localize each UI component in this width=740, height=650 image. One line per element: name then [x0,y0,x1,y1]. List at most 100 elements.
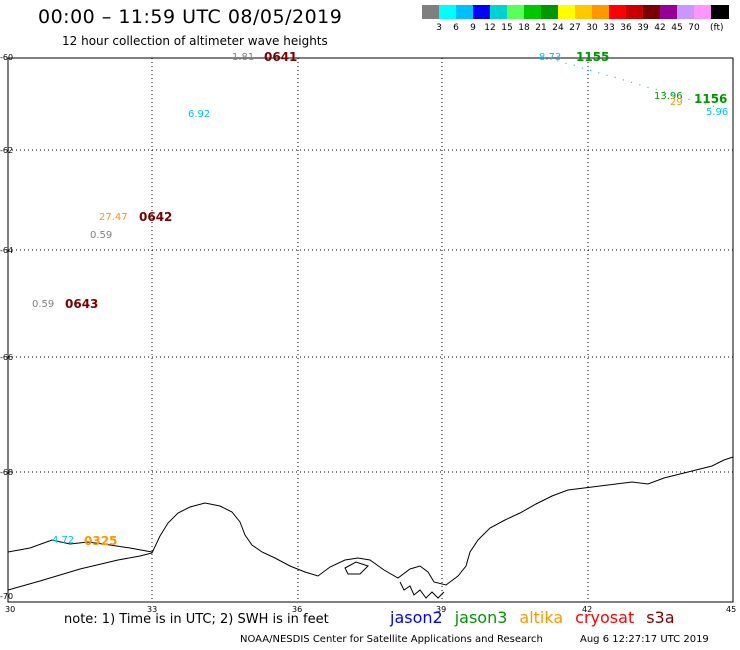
satellite-legend-entry: altika [519,608,564,627]
wave-height-label: 29 [670,97,683,108]
track-point: · [696,97,699,108]
track-time-label: 0642 [139,210,173,224]
track-point: · [663,88,666,99]
track-point: · [573,61,576,72]
legend-swatch [660,5,678,19]
legend-swatch [609,5,627,19]
legend-swatch [711,5,729,19]
track-point: · [704,100,707,111]
legend-tick-label: 70 [688,23,700,33]
legend-tick-label: 33 [603,23,615,33]
x-tick-label: 45 [726,605,737,614]
satellite-legend: jason2 jason3 altika cryosat s3a [390,608,687,627]
satellite-legend-entry: s3a [646,608,675,627]
legend-swatch [541,5,559,19]
y-tick-label: -64 [0,246,14,255]
track-point: · [646,83,649,94]
track-point: · [671,90,674,101]
track-point: · [630,78,633,89]
legend-swatch [507,5,525,19]
wave-height-label: 0.59 [90,230,113,241]
y-tick-label: -68 [0,468,14,477]
track-time-label: 1156 [694,92,728,106]
legend-swatch [643,5,661,19]
map-frame [7,57,734,603]
legend-swatch [456,5,474,19]
antarctic-coastline [7,456,734,591]
track-point: · [622,76,625,87]
wave-height-label: 0.59 [32,299,55,310]
track-time-label: 0641 [264,50,298,64]
legend-tick-label: 18 [518,23,530,33]
legend-tick-label: 39 [637,23,649,33]
y-tick-label: -70 [0,592,14,601]
wave-height-label: 8.73 [539,52,562,63]
track-point: · [556,56,559,67]
track-point: · [605,71,608,82]
legend-swatch [473,5,491,19]
track-point: · [564,59,567,70]
legend-tick-label: 3 [436,23,442,33]
track-time-label: 0643 [65,297,99,311]
track-point: · [679,92,682,103]
track-point: · [581,64,584,75]
legend-tick-label: 21 [535,23,547,33]
legend-swatch [490,5,508,19]
x-tick-label: 36 [292,605,303,614]
legend-swatch [422,5,440,19]
wave-height-label: 5.96 [706,107,729,118]
legend-tick-label: 27 [569,23,581,33]
legend-swatch [575,5,593,19]
legend-swatch [592,5,610,19]
legend-tick-label: 30 [586,23,598,33]
y-tick-label: -62 [0,146,14,155]
wave-height-label: 13.96 [654,91,683,102]
track-point: · [687,95,690,106]
footer-timestamp: Aug 6 12:27:17 UTC 2019 [580,634,709,645]
track-point: · [614,73,617,84]
wave-height-label: 27.47 [99,212,128,223]
legend-tick-label: 36 [620,23,632,33]
satellite-legend-entry: jason2 [390,608,443,627]
x-tick-label: 33 [147,605,158,614]
track-point: · [712,102,715,113]
footer-note: note: 1) Time is in UTC; 2) SWH is in fe… [64,612,329,627]
coast-shelf-edge [7,539,153,553]
map-subtitle: 12 hour collection of altimeter wave hei… [62,34,328,48]
legend-tick-label: 15 [501,23,513,33]
x-tick-label: 39 [436,605,447,614]
x-tick-label: 42 [582,605,593,614]
track-time-label: 0325 [84,534,118,548]
track-point: · [720,104,723,115]
y-tick-label: -66 [0,353,14,362]
map-gridlines [8,58,733,602]
legend-swatch [626,5,644,19]
map-title: 00:00 – 11:59 UTC 08/05/2019 [38,6,343,28]
y-tick-label: -60 [0,53,14,62]
track-point: · [548,54,551,65]
legend-swatch [694,5,712,19]
footer-credit: NOAA/NESDIS Center for Satellite Applica… [240,634,543,645]
satellite-legend-entry: jason3 [454,608,508,627]
legend-tick-label: 45 [671,23,683,33]
track-point: · [655,85,658,96]
track-point: · [589,66,592,77]
wave-height-label: 1.81 [232,52,255,63]
legend-tick-label: 24 [552,23,564,33]
legend-tick-label: 42 [654,23,666,33]
track-point: · [597,68,600,79]
legend-unit-label: (ft) [710,23,724,33]
legend-tick-label: 9 [470,23,476,33]
x-tick-label: 30 [5,605,16,614]
legend-swatch [558,5,576,19]
track-point: · [638,80,641,91]
legend-tick-label: 12 [484,23,496,33]
wave-height-label: 4.72 [52,535,75,546]
coast-island [344,561,369,575]
legend-swatch [524,5,542,19]
satellite-legend-entry: cryosat [575,608,635,627]
track-time-label: 1155 [576,50,610,64]
wave-height-label: 6.92 [188,109,211,120]
coast-inlet-shape [399,581,445,599]
